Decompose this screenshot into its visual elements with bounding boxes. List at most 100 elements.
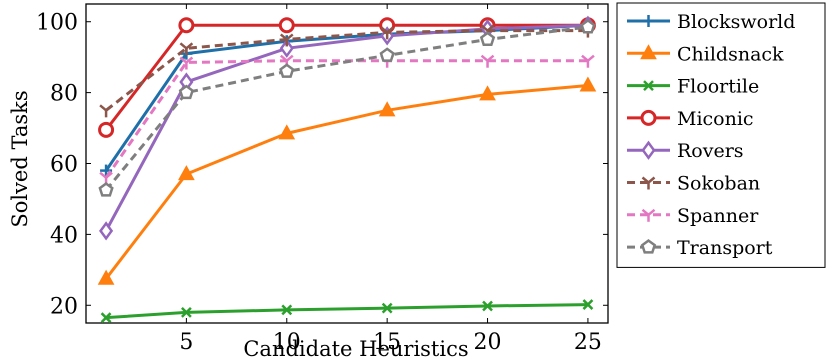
x-axis-label: Candidate Heuristics: [243, 337, 468, 360]
marker-stroke: [582, 299, 594, 310]
series-floortile: [100, 299, 594, 324]
marker-shape: [278, 17, 295, 34]
legend-label-blocksworld: Blocksworld: [677, 11, 795, 33]
legend-item-spanner: Spanner: [627, 205, 759, 227]
marker-shape: [178, 165, 195, 181]
legend-item-sokoban: Sokoban: [627, 173, 760, 195]
marker-stroke: [486, 54, 495, 62]
data-point-floortile: [482, 300, 493, 312]
data-point-childsnack: [579, 76, 597, 92]
marker-stroke: [181, 306, 192, 318]
data-point-floortile: [100, 312, 112, 324]
marker-stroke: [285, 33, 294, 41]
marker-shape: [279, 63, 295, 78]
marker-shape: [479, 31, 496, 46]
legend-item-miconic: Miconic: [627, 108, 754, 130]
legend-item-childsnack: Childsnack: [627, 43, 784, 65]
series-rovers: [99, 15, 595, 241]
data-point-floortile: [181, 306, 192, 318]
marker-stroke: [486, 24, 495, 32]
marker-stroke: [641, 208, 650, 216]
marker-stroke: [380, 26, 388, 34]
marker-stroke: [179, 42, 188, 50]
legend-label-floortile: Floortile: [677, 76, 759, 98]
marker-stroke: [480, 54, 489, 62]
marker-shape: [379, 47, 395, 62]
marker-stroke: [647, 208, 656, 216]
marker-stroke: [643, 80, 654, 91]
y-tick-label: 60: [50, 153, 78, 178]
legend-label-childsnack: Childsnack: [677, 43, 784, 65]
legend-box: [616, 2, 826, 268]
legend-marker-transport: [640, 239, 657, 254]
data-point-transport: [479, 31, 496, 46]
marker-stroke: [185, 56, 194, 64]
data-point-spanner: [179, 56, 194, 70]
legend-label-rovers: Rovers: [677, 140, 744, 162]
x-tick-label: 15: [373, 330, 401, 355]
data-point-childsnack: [178, 165, 195, 181]
marker-stroke: [105, 104, 113, 112]
data-point-childsnack: [278, 124, 296, 140]
legend: Blocksworld Childsnack Floortile Miconic Rov…: [616, 2, 826, 268]
marker-stroke: [105, 171, 113, 179]
x-tick-label: 5: [179, 330, 193, 355]
marker-stroke: [641, 176, 650, 184]
data-point-childsnack: [479, 85, 496, 101]
data-point-childsnack: [97, 269, 115, 285]
data-point-sokoban: [380, 26, 394, 40]
marker-shape: [98, 121, 115, 138]
legend-marker-rovers: [641, 140, 656, 160]
legend-label-miconic: Miconic: [677, 108, 754, 130]
data-point-childsnack: [378, 101, 396, 117]
marker-shape: [178, 17, 195, 34]
data-point-miconic: [98, 121, 115, 138]
data-point-sokoban: [279, 33, 294, 47]
marker-shape: [98, 182, 114, 197]
legend-marker-miconic: [640, 109, 657, 126]
series-transport: [98, 18, 596, 197]
y-tick-label: 100: [36, 11, 78, 36]
y-axis-label: Solved Tasks: [8, 90, 32, 227]
data-point-sokoban: [179, 42, 194, 56]
marker-stroke: [279, 54, 288, 62]
legend-item-floortile: Floortile: [627, 76, 759, 98]
marker-stroke: [99, 104, 107, 112]
legend-item-transport: Transport: [627, 237, 773, 259]
marker-shape: [640, 109, 657, 126]
legend-marker-spanner: [641, 208, 656, 222]
data-point-blocksworld: [100, 164, 113, 177]
marker-shape: [640, 239, 657, 254]
marker-stroke: [480, 24, 489, 32]
marker-shape: [278, 124, 296, 140]
legend-label-spanner: Spanner: [677, 205, 759, 227]
data-point-miconic: [178, 17, 195, 34]
y-tick-label: 80: [50, 82, 78, 107]
marker-shape: [641, 140, 656, 160]
marker-stroke: [381, 302, 393, 314]
legend-label-sokoban: Sokoban: [677, 173, 760, 195]
series-line-spanner: [104, 59, 588, 179]
marker-stroke: [99, 171, 107, 179]
legend-label-transport: Transport: [677, 237, 773, 259]
series-line-transport: [104, 25, 589, 192]
marker-stroke: [285, 54, 294, 62]
marker-stroke: [482, 300, 493, 312]
legend-item-blocksworld: Blocksworld: [627, 11, 795, 33]
marker-stroke: [587, 54, 595, 62]
series-line-childsnack: [104, 84, 589, 280]
marker-shape: [479, 85, 496, 101]
marker-shape: [378, 101, 396, 117]
marker-stroke: [179, 56, 188, 64]
data-point-sokoban: [99, 104, 113, 118]
marker-shape: [580, 18, 596, 34]
series-line-sokoban: [105, 29, 588, 112]
x-tick-label: 20: [474, 330, 502, 355]
legend-marker-sokoban: [641, 176, 656, 190]
marker-shape: [579, 76, 597, 92]
y-tick-label: 20: [50, 294, 78, 319]
data-point-transport: [379, 47, 395, 62]
plot-area: 5 10 15 20 25 20 40 60 80 100: [36, 3, 609, 355]
data-point-miconic: [278, 17, 295, 34]
